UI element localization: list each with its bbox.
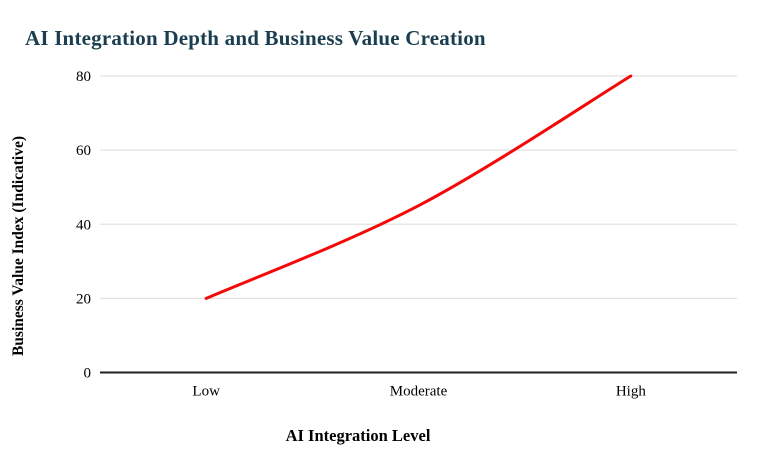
y-tick-label: 40 xyxy=(76,217,91,233)
x-tick-label: Moderate xyxy=(390,384,448,400)
y-tick-label: 0 xyxy=(84,366,92,382)
y-tick-label: 20 xyxy=(76,291,91,307)
y-tick-label: 60 xyxy=(76,143,91,159)
series-line xyxy=(204,74,633,300)
chart-title: AI Integration Depth and Business Value … xyxy=(25,26,486,50)
x-tick-label: Low xyxy=(192,384,220,400)
y-tick-label: 80 xyxy=(76,69,91,85)
x-axis-title: AI Integration Level xyxy=(285,426,431,445)
x-tick-label: High xyxy=(616,384,647,400)
